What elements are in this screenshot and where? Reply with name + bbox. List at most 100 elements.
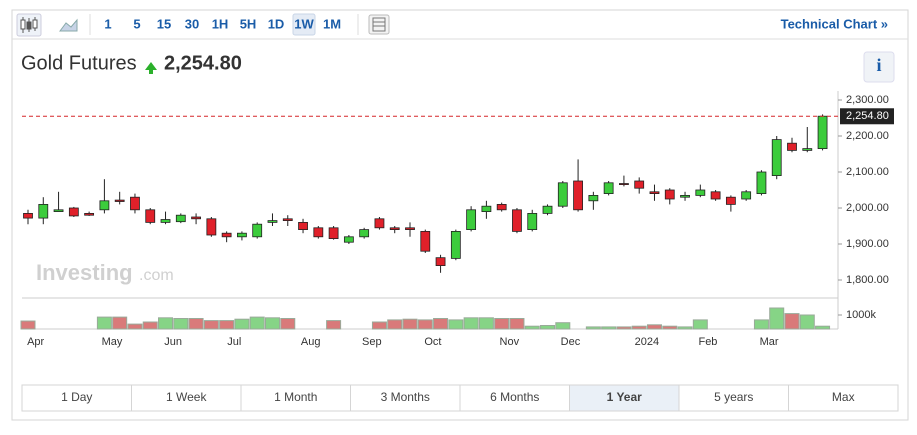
range-label[interactable]: 1 Month bbox=[274, 390, 317, 404]
candle-body bbox=[405, 227, 415, 231]
volume-bar bbox=[784, 313, 800, 330]
range-label[interactable]: 5 years bbox=[714, 390, 753, 404]
range-button[interactable] bbox=[788, 384, 899, 412]
volume-bar bbox=[769, 307, 785, 330]
range-label[interactable]: 1 Week bbox=[166, 390, 207, 404]
interval-button[interactable]: 15 bbox=[157, 16, 171, 31]
area-icon[interactable] bbox=[59, 18, 78, 32]
x-tick-label: Dec bbox=[561, 336, 581, 348]
volume-bar bbox=[448, 319, 464, 330]
candle-body bbox=[664, 189, 675, 200]
candle-body bbox=[420, 230, 431, 252]
volume-bar bbox=[509, 318, 525, 330]
watermark: Investing bbox=[36, 260, 133, 285]
volume-bar bbox=[219, 320, 235, 330]
candle-body bbox=[450, 230, 461, 259]
candle-body bbox=[191, 216, 201, 220]
y-tick-label: 1,900.00 bbox=[846, 238, 889, 250]
technical-chart-link[interactable]: Technical Chart » bbox=[781, 16, 888, 31]
range-label[interactable]: Max bbox=[832, 390, 855, 404]
range-button[interactable] bbox=[240, 384, 351, 412]
info-button[interactable] bbox=[863, 51, 895, 83]
candle-body bbox=[298, 221, 308, 230]
candle-body bbox=[282, 218, 293, 222]
volume-bar bbox=[616, 326, 632, 330]
watermark-suffix: .com bbox=[139, 267, 174, 284]
volume-bar bbox=[463, 317, 479, 330]
info-icon[interactable]: i bbox=[876, 55, 881, 75]
candle-body bbox=[802, 148, 813, 151]
candle-body bbox=[84, 212, 95, 216]
range-label[interactable]: 1 Day bbox=[61, 390, 92, 404]
volume-bar bbox=[677, 326, 693, 330]
layout-icon[interactable] bbox=[368, 14, 390, 35]
volume-bar bbox=[799, 314, 815, 330]
candle-body bbox=[557, 182, 568, 207]
volume-bar bbox=[585, 326, 601, 330]
interval-button[interactable]: 1H bbox=[212, 16, 229, 31]
candle-body bbox=[496, 203, 507, 211]
candle-body bbox=[588, 194, 599, 202]
volume-bar bbox=[264, 317, 280, 330]
volume-bar bbox=[127, 323, 143, 330]
range-label[interactable]: 1 Year bbox=[607, 390, 642, 404]
candle-body bbox=[710, 191, 721, 200]
last-price-tag-label: 2,254.80 bbox=[846, 110, 889, 122]
volume-bar bbox=[540, 325, 556, 330]
candle-body bbox=[756, 171, 767, 195]
x-tick-label: Mar bbox=[760, 336, 779, 348]
range-label[interactable]: 3 Months bbox=[381, 390, 430, 404]
last-price-tag bbox=[840, 108, 894, 125]
candle-body bbox=[221, 232, 232, 238]
candle-body bbox=[435, 257, 446, 266]
volume-bar bbox=[158, 317, 174, 330]
interval-button[interactable]: 30 bbox=[185, 16, 199, 31]
volume-tick-label: 1000k bbox=[846, 309, 876, 321]
candle-body bbox=[53, 209, 64, 213]
volume-bar bbox=[402, 318, 418, 330]
volume-bar bbox=[387, 319, 403, 330]
candle-icon[interactable] bbox=[16, 13, 42, 37]
candle-body bbox=[603, 182, 614, 195]
candle-body bbox=[389, 227, 400, 231]
volume-bar bbox=[692, 319, 708, 330]
candle-body bbox=[114, 199, 125, 202]
candle-body bbox=[680, 194, 690, 198]
interval-button[interactable]: 1 bbox=[104, 16, 111, 31]
interval-button[interactable]: 5H bbox=[240, 16, 257, 31]
volume-bar bbox=[371, 321, 387, 330]
volume-bar bbox=[234, 318, 250, 330]
widget-frame bbox=[11, 9, 909, 421]
range-button[interactable] bbox=[131, 384, 242, 412]
volume-bar bbox=[815, 325, 831, 330]
range-button[interactable] bbox=[569, 384, 680, 412]
range-button[interactable] bbox=[21, 384, 132, 412]
volume-bar bbox=[280, 318, 296, 330]
interval-button[interactable]: 1M bbox=[323, 16, 341, 31]
range-button[interactable] bbox=[350, 384, 461, 412]
candle-body bbox=[99, 200, 110, 211]
x-tick-label: Sep bbox=[362, 336, 382, 348]
range-button[interactable] bbox=[459, 384, 570, 412]
x-tick-label: Jul bbox=[227, 336, 241, 348]
volume-bar bbox=[112, 316, 128, 330]
volume-bar bbox=[173, 318, 189, 330]
candle-body bbox=[160, 219, 171, 223]
candle-body bbox=[817, 115, 828, 149]
range-label[interactable]: 6 Months bbox=[490, 390, 539, 404]
interval-button[interactable]: 5 bbox=[133, 16, 140, 31]
volume-bar bbox=[478, 317, 494, 330]
volume-bar bbox=[96, 316, 112, 330]
interval-button[interactable]: 1W bbox=[294, 16, 314, 31]
candle-body bbox=[145, 209, 156, 223]
candle-body bbox=[695, 189, 706, 196]
candle-body bbox=[634, 180, 645, 189]
candle-body bbox=[466, 209, 477, 231]
y-tick-label: 2,300.00 bbox=[846, 94, 889, 106]
y-tick-label: 1,800.00 bbox=[846, 274, 889, 286]
candle-body bbox=[573, 180, 583, 211]
x-tick-label: Feb bbox=[698, 336, 717, 348]
candle-body bbox=[175, 214, 186, 223]
interval-button[interactable]: 1D bbox=[268, 16, 285, 31]
volume-bar bbox=[142, 321, 158, 330]
